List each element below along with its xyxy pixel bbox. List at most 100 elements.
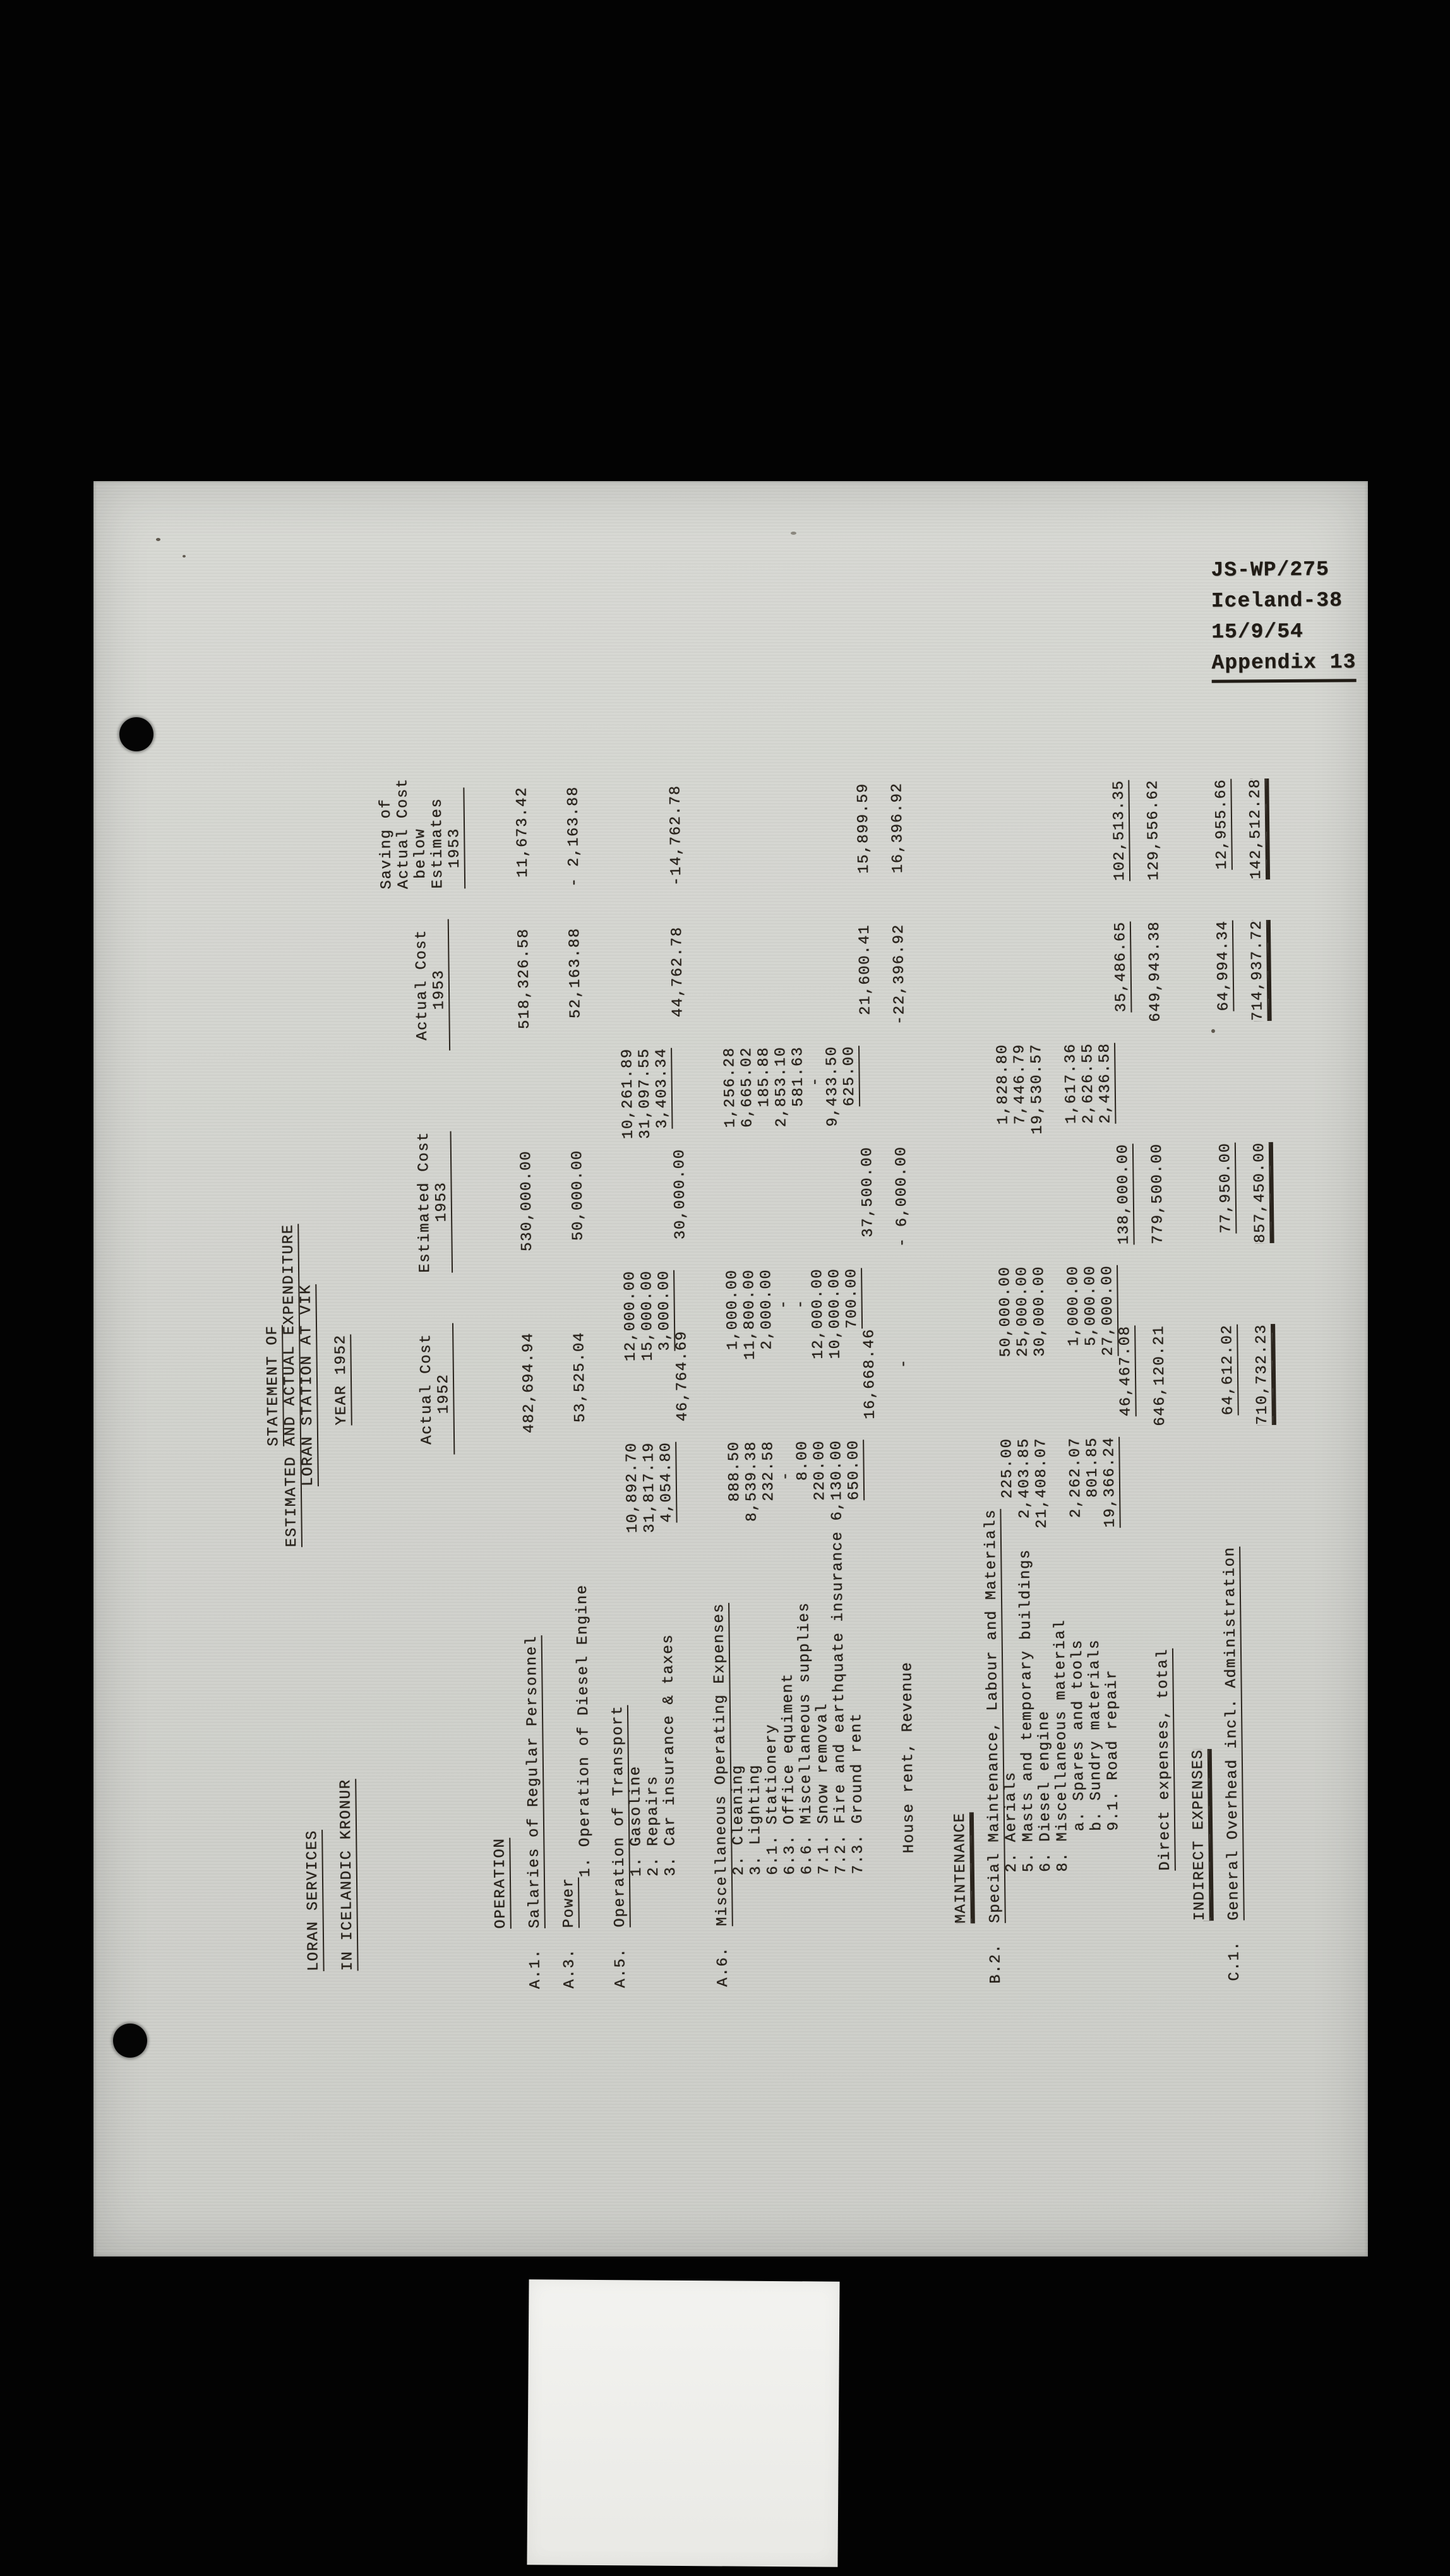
paper-speck <box>156 538 160 541</box>
doc-text: a. Spares and tools <box>1069 1639 1089 1832</box>
doc-text: 46,467.08 <box>1117 1325 1137 1417</box>
doc-text: 50,000.00 <box>568 1150 587 1241</box>
doc-text: 10,000.00 <box>826 1268 844 1359</box>
doc-text: 1,256.28 <box>721 1047 740 1128</box>
doc-text: - <box>806 1076 824 1087</box>
date-stamp: JS-WP/275 Iceland-38 15/9/54 Appendix 13 <box>1211 554 1357 683</box>
doc-text: 1,000.00 <box>1065 1265 1083 1347</box>
doc-text: 16,396.92 <box>889 782 907 874</box>
doc-text: 225.00 <box>998 1438 1017 1499</box>
doc-text: 10,261.89 <box>619 1048 637 1140</box>
doc-text: 21,600.41 <box>856 924 875 1016</box>
doc-text: 3. Car insurance & taxes <box>659 1633 680 1876</box>
doc-text: 2. Aerials <box>1002 1771 1021 1873</box>
doc-text: 15,000.00 <box>638 1270 657 1362</box>
doc-text: 888.50 <box>726 1441 744 1502</box>
doc-text: 6.1. Stationery <box>763 1723 782 1876</box>
typed-document: STATEMENT OF ESTIMATED AND ACTUAL EXPEND… <box>258 743 1278 1992</box>
doc-text: 714,937.72 <box>1248 919 1269 1022</box>
doc-text: Saving of <box>377 798 396 890</box>
doc-text: 15,899.59 <box>854 782 873 874</box>
stamp-appendix: Appendix 13 <box>1211 647 1357 683</box>
doc-text: 35,486.65 <box>1111 921 1132 1013</box>
doc-text: - <box>775 1299 793 1309</box>
doc-text: 50,000.00 <box>997 1266 1015 1357</box>
doc-text: 232.58 <box>760 1440 778 1502</box>
doc-text: 7.3. Ground rent <box>848 1712 867 1875</box>
doc-text: OPERATION <box>491 1837 512 1929</box>
doc-text: 21,408.07 <box>1033 1437 1051 1529</box>
paper-speck <box>183 555 186 558</box>
stamp-reference: JS-WP/275 <box>1211 558 1329 582</box>
paper-sheet <box>93 481 1368 2257</box>
doc-text: 801.85 <box>1084 1436 1102 1498</box>
doc-text: 102,513.35 <box>1110 780 1131 881</box>
doc-text: IN ICELANDIC KRONUR <box>337 1779 359 1971</box>
doc-text: 30,000.00 <box>1031 1265 1049 1357</box>
doc-text: - 2,163.88 <box>565 785 584 888</box>
doc-text: 2. Cleaning <box>729 1764 748 1876</box>
doc-text: 220.00 <box>811 1440 829 1501</box>
doc-text: 12,955.66 <box>1213 778 1233 870</box>
doc-text: 2,626.55 <box>1079 1042 1098 1124</box>
doc-text: Estimated Cost <box>415 1131 434 1273</box>
doc-text: 1,000.00 <box>724 1269 742 1351</box>
doc-text: 6,130.00 <box>828 1440 846 1521</box>
doc-text: 7.1. Snow removal <box>813 1702 833 1875</box>
doc-text: 5,000.00 <box>1082 1265 1100 1347</box>
doc-text: INDIRECT EXPENSES <box>1189 1749 1211 1921</box>
doc-text: 52,163.88 <box>566 927 585 1019</box>
doc-text: 779,500.00 <box>1148 1143 1167 1244</box>
doc-text: 9.1. Road repair <box>1103 1669 1123 1831</box>
doc-text: 11,800.00 <box>741 1268 759 1361</box>
doc-text: -14,762.78 <box>667 785 686 886</box>
doc-text: 646,120.21 <box>1151 1325 1169 1426</box>
punch-hole-top <box>119 717 153 751</box>
stamp-country: Iceland-38 <box>1211 588 1343 613</box>
doc-text: Actual Cost <box>394 778 413 890</box>
doc-text: 44,762.78 <box>668 926 687 1018</box>
stamp-date: 15/9/54 <box>1211 619 1303 644</box>
doc-text: 142,512.28 <box>1247 778 1267 880</box>
doc-text: A.6. <box>714 1946 732 1988</box>
doc-text: 8.00 <box>794 1440 812 1481</box>
doc-text: A.5. <box>612 1947 630 1988</box>
doc-text: Salaries of Regular Personnel <box>523 1635 546 1929</box>
doc-text: -22,396.92 <box>890 924 909 1025</box>
doc-text: LORAN STATION AT VIK <box>297 1284 319 1487</box>
doc-text: 31,097.55 <box>636 1047 654 1140</box>
doc-text: 1,617.36 <box>1062 1043 1081 1124</box>
doc-text: 518,326.58 <box>515 927 534 1030</box>
doc-text: - 6,000.00 <box>892 1146 911 1248</box>
doc-text: 46,764.69 <box>673 1330 692 1422</box>
doc-text: 53,525.04 <box>571 1332 589 1423</box>
doc-text: 10,892.70 <box>623 1442 642 1534</box>
doc-text: 581.63 <box>789 1046 808 1107</box>
doc-text: b. Sundry materials <box>1086 1638 1106 1832</box>
doc-text: C.1. <box>1226 1940 1243 1981</box>
doc-text: 129,556.62 <box>1144 779 1163 881</box>
doc-text: below <box>412 828 430 880</box>
doc-text: 6,665.02 <box>738 1046 757 1128</box>
doc-text: 649,943.38 <box>1146 921 1165 1022</box>
doc-text: 7,446.79 <box>1011 1044 1029 1125</box>
doc-text: 482,694.94 <box>520 1332 538 1434</box>
doc-text: 1. Operation of Diesel Engine <box>573 1584 594 1878</box>
doc-text: 138,000.00 <box>1114 1143 1135 1245</box>
doc-text: 2,262.07 <box>1067 1437 1085 1518</box>
doc-text: 6.3. Office equiment <box>779 1673 799 1875</box>
doc-text: 6. Diesel engine <box>1036 1710 1055 1873</box>
punch-hole-bottom <box>113 2024 147 2058</box>
doc-text: 25,000.00 <box>1014 1266 1032 1357</box>
doc-text: LORAN SERVICES <box>304 1830 325 1972</box>
doc-text: 16,668.46 <box>861 1328 879 1420</box>
doc-text: 1. Gasoline <box>626 1765 645 1877</box>
doc-text: A.3. <box>561 1948 578 1989</box>
doc-text: 12,000.00 <box>621 1270 640 1362</box>
doc-text: 31,817.19 <box>640 1441 659 1534</box>
doc-text: 12,000.00 <box>809 1268 827 1360</box>
doc-text: A.1. <box>527 1948 544 1989</box>
doc-text: - <box>777 1470 794 1481</box>
doc-text: 9,433.50 <box>824 1046 842 1127</box>
